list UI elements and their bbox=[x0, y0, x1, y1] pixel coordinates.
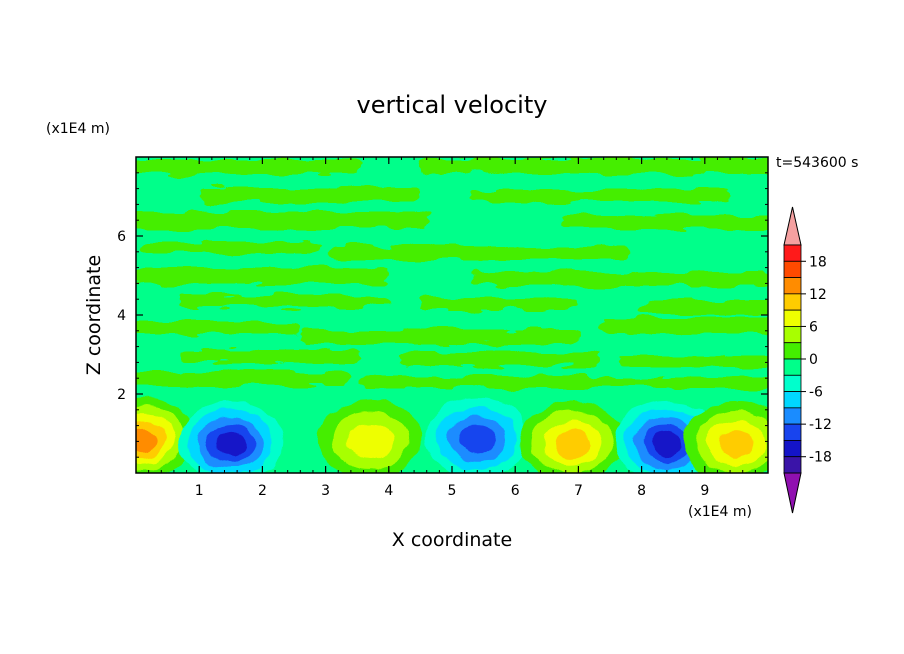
band bbox=[620, 356, 768, 368]
x-axis-title: X coordinate bbox=[392, 529, 512, 551]
y-axis-title: Z coordinate bbox=[83, 255, 105, 375]
band bbox=[640, 300, 768, 314]
x-unit-label: (x1E4 m) bbox=[688, 504, 752, 520]
band bbox=[330, 246, 630, 260]
band bbox=[136, 212, 430, 228]
band bbox=[200, 188, 420, 202]
colorbar-segment bbox=[783, 423, 802, 441]
colorbar-tick-label: 18 bbox=[809, 254, 827, 270]
colorbar-segment bbox=[783, 407, 802, 425]
colorbar-segment bbox=[783, 358, 802, 376]
colorbar-segment bbox=[783, 309, 802, 327]
contour-field bbox=[136, 157, 768, 473]
colorbar-tick-label: 6 bbox=[809, 319, 818, 335]
x-tick-label: 2 bbox=[258, 483, 267, 499]
band bbox=[136, 322, 300, 334]
velocity-cell bbox=[520, 401, 625, 473]
contour-level bbox=[652, 432, 682, 456]
x-tick-label: 6 bbox=[511, 483, 520, 499]
colorbar-tick-label: -18 bbox=[809, 450, 832, 466]
band bbox=[136, 372, 350, 386]
colorbar: 18 12 6 0 -6 -12 -18 bbox=[783, 206, 832, 514]
y-axis: 2 4 6 bbox=[117, 156, 768, 474]
velocity-cell bbox=[425, 397, 530, 473]
upper-bands bbox=[136, 158, 768, 388]
band bbox=[470, 272, 768, 286]
velocity-cell bbox=[317, 399, 422, 473]
colorbar-under-arrow bbox=[783, 472, 802, 514]
y-tick-label: 6 bbox=[117, 229, 126, 245]
colorbar-tick-label: -12 bbox=[809, 417, 832, 433]
colorbar-tick-label: 12 bbox=[809, 287, 827, 303]
velocity-cell bbox=[136, 397, 195, 473]
y-tick-label: 2 bbox=[117, 387, 126, 403]
x-tick-label: 7 bbox=[574, 483, 583, 499]
colorbar-segment bbox=[783, 244, 802, 262]
contour-level bbox=[215, 432, 246, 456]
contour-level bbox=[459, 426, 496, 454]
colorbar-segment bbox=[783, 440, 802, 458]
velocity-cells bbox=[136, 397, 768, 473]
colorbar-tick-label: 0 bbox=[809, 352, 818, 368]
contour-level bbox=[553, 430, 591, 458]
chart-title: vertical velocity bbox=[357, 91, 548, 119]
colorbar-segment bbox=[783, 277, 802, 295]
colorbar-segment bbox=[783, 326, 802, 344]
band bbox=[360, 376, 768, 388]
y-tick-label: 4 bbox=[117, 308, 126, 324]
x-tick-label: 4 bbox=[384, 483, 393, 499]
y-unit-label: (x1E4 m) bbox=[46, 121, 110, 137]
band bbox=[180, 350, 360, 362]
band bbox=[180, 295, 390, 307]
colorbar-segment bbox=[783, 293, 802, 311]
band bbox=[420, 297, 580, 309]
band bbox=[136, 268, 390, 284]
colorbar-over-arrow bbox=[783, 206, 802, 246]
band bbox=[400, 352, 600, 366]
colorbar-segment bbox=[783, 374, 802, 392]
x-tick-label: 5 bbox=[448, 483, 457, 499]
band bbox=[136, 160, 360, 174]
x-tick-label: 8 bbox=[637, 483, 646, 499]
x-tick-label: 9 bbox=[700, 483, 709, 499]
band bbox=[600, 318, 768, 334]
time-label: t=543600 s bbox=[776, 155, 858, 171]
band bbox=[420, 158, 768, 174]
contour-level bbox=[346, 423, 393, 460]
band bbox=[560, 215, 768, 229]
band bbox=[300, 330, 580, 344]
colorbar-segment bbox=[783, 456, 802, 474]
contour-level bbox=[136, 428, 158, 452]
x-tick-label: 3 bbox=[321, 483, 330, 499]
band bbox=[470, 190, 730, 202]
x-axis: 1 2 3 4 5 6 7 8 9 bbox=[195, 157, 709, 499]
colorbar-segment bbox=[783, 260, 802, 278]
velocity-cell bbox=[178, 401, 283, 473]
velocity-cell bbox=[684, 401, 768, 473]
contour-level bbox=[718, 430, 755, 458]
colorbar-segment bbox=[783, 342, 802, 360]
colorbar-segment bbox=[783, 391, 802, 409]
colorbar-tick-label: -6 bbox=[809, 385, 823, 401]
x-tick-label: 1 bbox=[195, 483, 204, 499]
band bbox=[140, 242, 320, 254]
